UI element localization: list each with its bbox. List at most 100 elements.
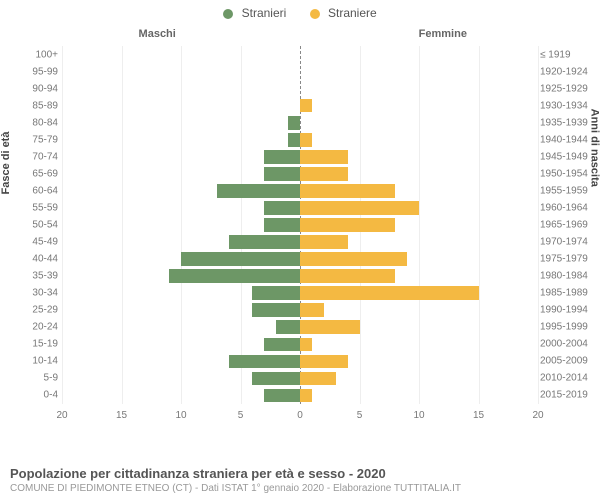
- age-label: 85-89: [0, 100, 58, 111]
- age-label: 15-19: [0, 339, 58, 350]
- pyramid-row: [62, 148, 538, 165]
- age-label: 0-4: [0, 390, 58, 401]
- age-label: 30-34: [0, 288, 58, 299]
- age-label: 35-39: [0, 271, 58, 282]
- x-tick: 15: [116, 410, 127, 421]
- birth-year-label: 1960-1964: [540, 202, 600, 213]
- bar-male: [264, 338, 300, 352]
- birth-year-label: 1935-1939: [540, 117, 600, 128]
- pyramid-row: [62, 387, 538, 404]
- bar-female: [300, 133, 312, 147]
- birth-year-label: 1990-1994: [540, 305, 600, 316]
- age-label: 40-44: [0, 254, 58, 265]
- bar-female: [300, 184, 395, 198]
- pyramid-row: [62, 336, 538, 353]
- birth-year-label: 1965-1969: [540, 220, 600, 231]
- pyramid-row: [62, 165, 538, 182]
- birth-year-label: 1955-1959: [540, 185, 600, 196]
- bar-male: [252, 286, 300, 300]
- bar-male: [264, 389, 300, 403]
- birth-year-label: 1995-1999: [540, 322, 600, 333]
- birth-year-label: 1970-1974: [540, 237, 600, 248]
- x-tick: 5: [357, 410, 363, 421]
- birth-year-label: 2005-2009: [540, 356, 600, 367]
- legend: Stranieri Straniere: [0, 6, 600, 20]
- x-tick: 20: [56, 410, 67, 421]
- female-swatch: [310, 9, 320, 19]
- age-label: 95-99: [0, 66, 58, 77]
- x-tick: 5: [238, 410, 244, 421]
- pyramid-row: [62, 370, 538, 387]
- pyramid-row: [62, 234, 538, 251]
- pyramid-row: [62, 216, 538, 233]
- bar-male: [264, 218, 300, 232]
- pyramid-row: [62, 319, 538, 336]
- birth-year-label: 1980-1984: [540, 271, 600, 282]
- birth-year-label: 2015-2019: [540, 390, 600, 401]
- bar-female: [300, 320, 360, 334]
- birth-year-label: 2000-2004: [540, 339, 600, 350]
- bar-female: [300, 389, 312, 403]
- bar-female: [300, 252, 407, 266]
- age-label: 90-94: [0, 83, 58, 94]
- bar-female: [300, 286, 479, 300]
- y-right-labels: ≤ 19191920-19241925-19291930-19341935-19…: [540, 46, 600, 404]
- chart-title: Popolazione per cittadinanza straniera p…: [10, 466, 590, 481]
- grid-line: [538, 46, 539, 404]
- bar-male: [217, 184, 300, 198]
- bar-male: [229, 355, 300, 369]
- age-label: 75-79: [0, 134, 58, 145]
- legend-male-label: Stranieri: [242, 6, 287, 20]
- legend-item-male: Stranieri: [223, 6, 286, 20]
- chart-source: COMUNE DI PIEDIMONTE ETNEO (CT) - Dati I…: [10, 483, 590, 494]
- birth-year-label: 1985-1989: [540, 288, 600, 299]
- age-label: 20-24: [0, 322, 58, 333]
- bar-male: [169, 269, 300, 283]
- age-label: 50-54: [0, 220, 58, 231]
- birth-year-label: 1950-1954: [540, 168, 600, 179]
- birth-year-label: 1975-1979: [540, 254, 600, 265]
- legend-item-female: Straniere: [310, 6, 377, 20]
- x-tick: 10: [413, 410, 424, 421]
- bar-female: [300, 150, 348, 164]
- age-label: 25-29: [0, 305, 58, 316]
- bar-male: [252, 303, 300, 317]
- birth-year-label: 1920-1924: [540, 66, 600, 77]
- pyramid-row: [62, 251, 538, 268]
- pyramid-chart: Maschi Femmine 201510505101520: [62, 28, 538, 428]
- age-label: 45-49: [0, 237, 58, 248]
- bar-female: [300, 201, 419, 215]
- pyramid-row: [62, 285, 538, 302]
- bar-female: [300, 218, 395, 232]
- bar-female: [300, 99, 312, 113]
- age-label: 55-59: [0, 202, 58, 213]
- pyramid-row: [62, 114, 538, 131]
- pyramid-row: [62, 97, 538, 114]
- birth-year-label: 2010-2014: [540, 373, 600, 384]
- birth-year-label: ≤ 1919: [540, 49, 600, 60]
- x-tick: 0: [297, 410, 303, 421]
- bar-male: [288, 133, 300, 147]
- pyramid-row: [62, 182, 538, 199]
- x-tick: 15: [473, 410, 484, 421]
- age-label: 10-14: [0, 356, 58, 367]
- bar-male: [276, 320, 300, 334]
- plot-area: [62, 46, 538, 404]
- age-label: 60-64: [0, 185, 58, 196]
- bar-male: [264, 150, 300, 164]
- age-label: 70-74: [0, 151, 58, 162]
- age-label: 100+: [0, 49, 58, 60]
- bar-male: [229, 235, 300, 249]
- birth-year-label: 1930-1934: [540, 100, 600, 111]
- birth-year-label: 1945-1949: [540, 151, 600, 162]
- pyramid-row: [62, 46, 538, 63]
- legend-female-label: Straniere: [328, 6, 377, 20]
- pyramid-row: [62, 80, 538, 97]
- bar-male: [288, 116, 300, 130]
- age-label: 65-69: [0, 168, 58, 179]
- pyramid-row: [62, 63, 538, 80]
- bar-female: [300, 372, 336, 386]
- x-tick: 10: [175, 410, 186, 421]
- header-female: Femmine: [419, 28, 467, 40]
- chart-header: Maschi Femmine: [62, 28, 538, 46]
